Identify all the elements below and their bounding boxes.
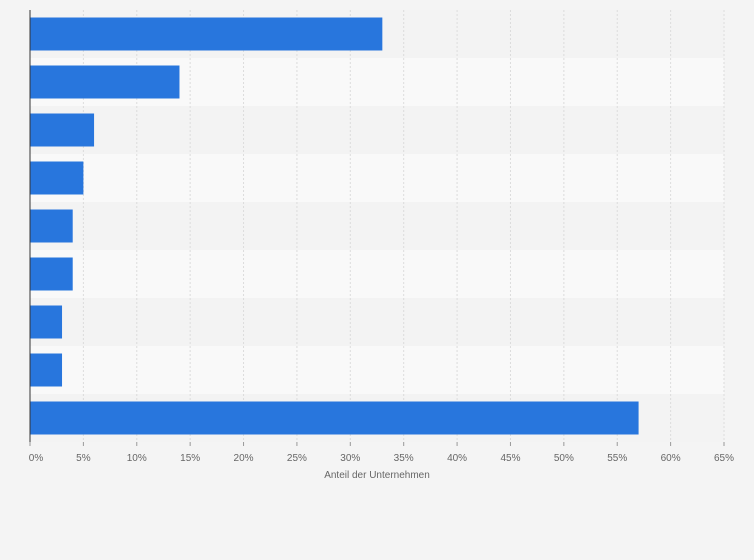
x-tick-label: 65% [714,453,734,464]
x-tick-label: 30% [340,453,360,464]
bar[interactable] [30,401,639,435]
row-band [30,250,724,298]
gridlines [82,10,725,442]
bar[interactable] [30,257,73,291]
x-tick-label: 45% [500,453,520,464]
bar[interactable] [30,161,84,195]
x-tick-label: 25% [287,453,307,464]
row-band [30,154,724,202]
row-band [30,106,724,154]
x-tick-labels: 0% 5% 10% 15% 20% 25% 30% 35% 40% 45% 50% 55% 60% 65% [29,442,734,464]
bar[interactable] [30,113,95,147]
x-tick-label: 0% [29,453,44,464]
bar[interactable] [30,209,73,243]
x-tick-label: 40% [447,453,467,464]
bar[interactable] [30,65,180,99]
x-axis-title: Anteil der Unternehmen [324,470,430,481]
x-tick-label: 50% [554,453,574,464]
x-tick-label: 55% [607,453,627,464]
row-band [30,202,724,250]
x-tick-label: 35% [394,453,414,464]
x-tick-label: 15% [180,453,200,464]
x-tick-label: 60% [661,453,681,464]
x-tick-label: 20% [234,453,254,464]
row-band [30,298,724,346]
row-band [30,346,724,394]
x-tick-label: 5% [76,453,91,464]
bar[interactable] [30,17,383,51]
bar[interactable] [30,305,63,339]
x-tick-label: 10% [127,453,147,464]
bar[interactable] [30,353,63,387]
bars [30,17,639,435]
